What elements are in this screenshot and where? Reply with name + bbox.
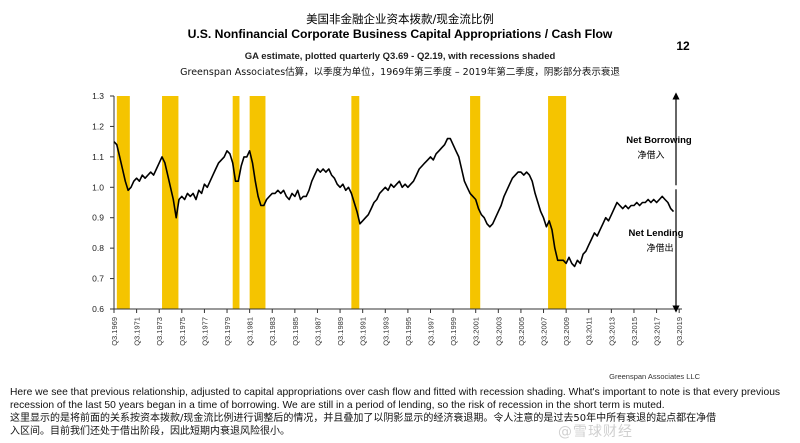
x-tick-label: Q3.2011 [585, 317, 594, 345]
recession-band [548, 96, 567, 309]
series-line [113, 137, 675, 268]
x-tick-label: Q3.1989 [336, 317, 345, 346]
annotations: Net Borrowing 净借入 Net Lending 净借出 [626, 92, 692, 313]
x-tick-label: Q3.1987 [313, 317, 322, 346]
y-tick-label: 1.1 [92, 152, 104, 162]
x-tick-label: Q3.2009 [562, 317, 571, 346]
x-tick-label: Q3.1979 [223, 317, 232, 346]
x-tick-label: Q3.1971 [133, 317, 142, 346]
net-borrowing-label-cn: 净借入 [637, 149, 664, 161]
x-tick-label: Q3.1969 [110, 317, 119, 346]
y-tick-label: 0.7 [92, 274, 104, 284]
x-tick-label: Q3.1993 [381, 317, 390, 346]
x-tick-label: Q3.2019 [675, 317, 684, 346]
y-tick-label: 1.2 [92, 121, 104, 131]
x-tick-label: Q3.1985 [291, 317, 300, 346]
x-tick-label: Q3.1999 [449, 317, 458, 346]
y-tick-label: 0.8 [92, 243, 104, 253]
x-tick-label: Q3.1973 [155, 317, 164, 346]
x-tick-label: Q3.1995 [404, 317, 413, 346]
x-tick-label: Q3.1975 [178, 317, 187, 346]
x-tick-label: Q3.2015 [630, 317, 639, 346]
x-tick-label: Q3.2003 [494, 317, 503, 346]
chart-title-cn: 美国非金融企业资本拨款/现金流比例 [306, 12, 494, 26]
recession-band [249, 96, 266, 309]
caption-line-3: 这里显示的是将前面的关系按资本拨款/现金流比例进行调整后的情况，并且叠加了以阴影… [10, 413, 717, 424]
recession-band [116, 96, 130, 309]
x-tick-label: Q3.1983 [268, 317, 277, 346]
caption-line-4: 入区间。目前我们还处于借出阶段，因此短期内衰退风险很小。 [10, 426, 290, 437]
x-tick-label: Q3.1977 [200, 317, 209, 346]
net-lending-label-cn: 净借出 [646, 242, 673, 254]
x-tick-label: Q3.1991 [359, 317, 368, 346]
caption-line-1: Here we see that previous relationship, … [10, 387, 781, 398]
x-tick-label: Q3.2001 [472, 317, 481, 346]
x-tick-label: Q3.2005 [517, 317, 526, 346]
recession-band [232, 96, 240, 309]
watermark: @雪球财经 [558, 424, 633, 440]
recession-bands [116, 96, 567, 309]
chart: 美国非金融企业资本拨款/现金流比例 U.S. Nonfinancial Corp… [92, 12, 700, 381]
x-tick-label: Q3.2013 [607, 317, 616, 346]
page-number: 12 [676, 39, 690, 53]
y-tick-label: 0.9 [92, 213, 104, 223]
y-tick-label: 1.0 [92, 182, 104, 192]
x-tick-label: Q3.2017 [653, 317, 662, 346]
caption: Here we see that previous relationship, … [10, 386, 792, 438]
x-tick-label: Q3.2007 [540, 317, 549, 346]
net-borrowing-label: Net Borrowing [626, 135, 692, 146]
chart-title: U.S. Nonfinancial Corporate Business Cap… [188, 27, 613, 41]
source-label: Greenspan Associates LLC [609, 372, 700, 381]
axes: 1.3 1.2 1.1 1.0 0.9 0.8 0.7 0.6 Q3.1969 Q3.1971 Q3… [92, 91, 684, 346]
chart-subtitle: GA estimate, plotted quarterly Q3.69 - Q… [245, 51, 556, 62]
caption-line-2: recession of the last 50 years began in … [10, 400, 665, 411]
recession-band [162, 96, 179, 309]
y-tick-label: 1.3 [92, 91, 104, 101]
x-tick-label: Q3.1997 [426, 317, 435, 346]
y-tick-label: 0.6 [92, 304, 104, 314]
recession-band [470, 96, 481, 309]
net-lending-label: Net Lending [629, 228, 684, 239]
x-tick-label: Q3.1981 [246, 317, 255, 346]
chart-subtitle-cn: Greenspan Associates估算，以季度为单位，1969年第三季度 … [180, 66, 620, 78]
series [113, 137, 675, 268]
recession-band [351, 96, 360, 309]
